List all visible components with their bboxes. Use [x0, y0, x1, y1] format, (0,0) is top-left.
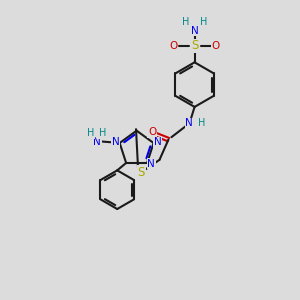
Text: H: H	[200, 17, 207, 27]
Text: H: H	[87, 128, 94, 139]
Text: N: N	[191, 26, 199, 35]
Text: N: N	[154, 137, 162, 147]
Text: O: O	[212, 41, 220, 51]
Text: H: H	[99, 128, 106, 139]
Text: H: H	[198, 118, 206, 128]
Text: S: S	[137, 166, 145, 179]
Text: N: N	[185, 118, 193, 128]
Text: N: N	[147, 158, 155, 169]
Text: N: N	[112, 137, 119, 147]
Text: O: O	[148, 127, 156, 137]
Text: N: N	[94, 136, 101, 146]
Text: H: H	[182, 17, 189, 27]
Text: O: O	[169, 41, 177, 51]
Text: S: S	[191, 40, 198, 52]
